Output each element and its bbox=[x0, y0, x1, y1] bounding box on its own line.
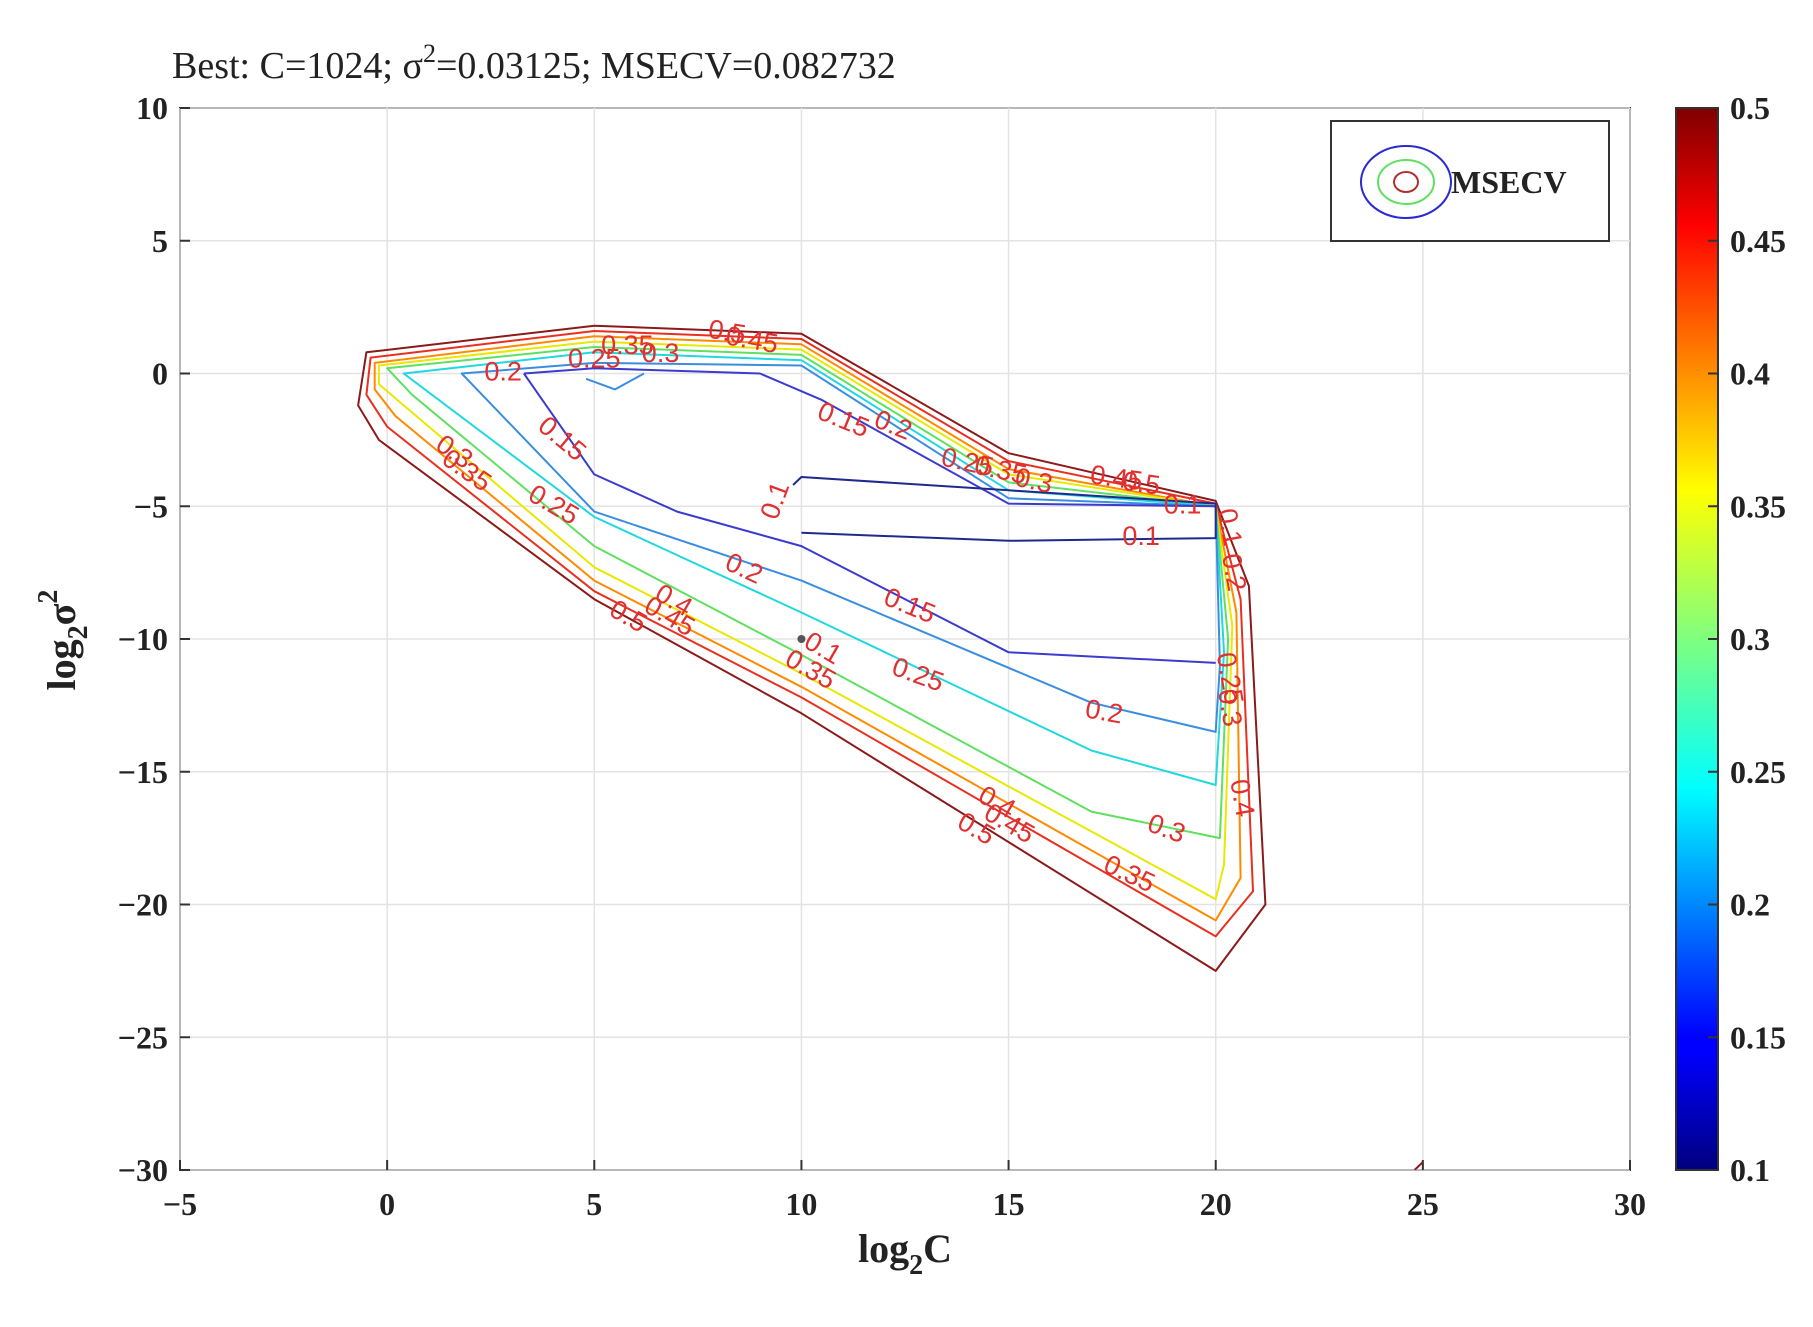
grid bbox=[179, 107, 1631, 1171]
contour-label: 0.1 bbox=[1164, 489, 1202, 519]
best-point-marker bbox=[797, 635, 806, 643]
x-axis-title: log2C bbox=[858, 1226, 952, 1281]
contour-label: 0.5 bbox=[1121, 466, 1162, 501]
colorbar-tick-label: 0.35 bbox=[1730, 488, 1786, 524]
contour-label: 0.2 bbox=[484, 357, 522, 387]
contour-level-0_5 bbox=[1413, 1161, 1424, 1170]
contour-level-0_5 bbox=[357, 324, 1267, 972]
contour-level-0_45 bbox=[365, 330, 1254, 938]
colorbar-tick-label: 0.2 bbox=[1730, 887, 1770, 923]
colorbar: 0.5 0.45 0.4 0.35 0.3 0.25 0.2 0.15 0.1 bbox=[1675, 90, 1786, 1188]
contour-level-0_4 bbox=[373, 335, 1242, 922]
x-tick-label: 15 bbox=[993, 1186, 1025, 1222]
contour-level-0_35 bbox=[377, 340, 1234, 901]
x-tick-label: 25 bbox=[1407, 1186, 1439, 1222]
contour-lines bbox=[357, 324, 1424, 1170]
y-tick-label: −5 bbox=[134, 488, 168, 524]
y-tick-label: 5 bbox=[152, 223, 168, 259]
colorbar-tick-label: 0.1 bbox=[1730, 1152, 1770, 1188]
y-tick-label: −10 bbox=[118, 621, 168, 657]
contour-level-0_1 bbox=[792, 476, 1217, 542]
x-tick-label: 5 bbox=[586, 1186, 602, 1222]
colorbar-tick-label: 0.4 bbox=[1730, 356, 1770, 392]
contour-level-0_3 bbox=[386, 346, 1230, 840]
y-tick-label: −20 bbox=[118, 887, 168, 923]
contour-level-0_15 bbox=[523, 372, 1216, 664]
legend-contour-icon bbox=[1360, 145, 1452, 219]
y-tick-label: −25 bbox=[118, 1019, 168, 1055]
contour-level-0_15 bbox=[523, 367, 1216, 508]
legend-label: MSECV bbox=[1451, 164, 1567, 200]
contour-label: 0.3 bbox=[1212, 687, 1248, 729]
contour-label: 0.45 bbox=[1088, 459, 1144, 496]
colorbar-ticks: 0.5 0.45 0.4 0.35 0.3 0.25 0.2 0.15 0.1 bbox=[1708, 90, 1786, 1188]
x-tick-label: −5 bbox=[163, 1186, 197, 1222]
axis-ticks: −5 0 5 10 15 20 25 30 10 5 0 −5 −10 −15 −20 −25 −30 bbox=[118, 90, 1646, 1222]
best-point-layer bbox=[797, 635, 806, 643]
contour-label: 0.2 bbox=[1216, 551, 1252, 593]
contour-level-0_2 bbox=[585, 372, 645, 391]
x-tick-label: 10 bbox=[785, 1186, 817, 1222]
colorbar-tick-label: 0.25 bbox=[1730, 754, 1786, 790]
y-axis-title: log2σ2 bbox=[33, 590, 94, 691]
contour-level-0_25 bbox=[402, 351, 1225, 786]
legend: MSECV bbox=[1330, 120, 1610, 242]
contour-label: 0.1 bbox=[1122, 521, 1160, 551]
y-tick-label: −15 bbox=[118, 754, 168, 790]
contour-label: 0.25 bbox=[568, 343, 621, 373]
contour-label: 0.5 bbox=[706, 314, 748, 350]
contour-label: 0.3 bbox=[642, 338, 680, 368]
contour-label: 0.1 bbox=[1212, 506, 1248, 548]
contour-label: 0.4 bbox=[1224, 777, 1260, 819]
contour-label: 0.2 bbox=[1083, 693, 1125, 729]
x-tick-label: 0 bbox=[379, 1186, 395, 1222]
chart-title: Best: C=1024; σ2=0.03125; MSECV=0.082732 bbox=[172, 39, 896, 87]
colorbar-tick-label: 0.45 bbox=[1730, 223, 1786, 259]
colorbar-tick-label: 0.5 bbox=[1730, 90, 1770, 126]
y-tick-label: 10 bbox=[136, 90, 168, 126]
colorbar-tick-label: 0.3 bbox=[1730, 621, 1770, 657]
y-tick-label: −30 bbox=[118, 1152, 168, 1188]
x-tick-label: 30 bbox=[1614, 1186, 1646, 1222]
contour-label: 0.35 bbox=[601, 330, 654, 360]
colorbar-tick-label: 0.15 bbox=[1730, 1019, 1786, 1055]
contour-level-0_2 bbox=[460, 361, 1221, 733]
x-tick-label: 20 bbox=[1200, 1186, 1232, 1222]
y-tick-label: 0 bbox=[152, 356, 168, 392]
